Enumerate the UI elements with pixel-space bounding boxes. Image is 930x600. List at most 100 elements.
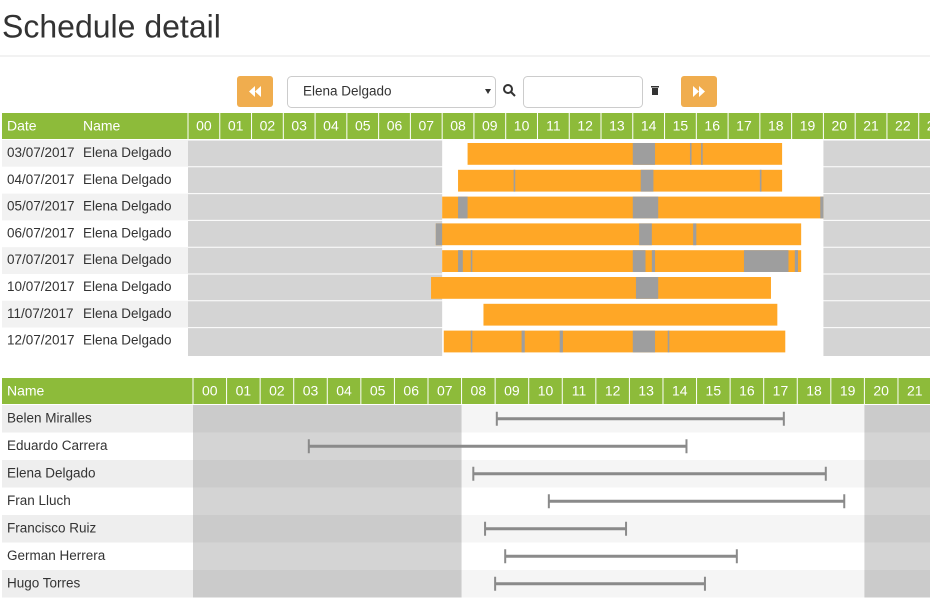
hour-label: 18 (806, 383, 822, 399)
break-bar (743, 250, 789, 272)
hour-label: 22 (895, 118, 911, 134)
break-bar (521, 330, 525, 353)
work-bar (431, 277, 771, 299)
hour-label: 14 (672, 383, 688, 399)
break-bar (639, 223, 652, 246)
row-bg (2, 327, 188, 355)
tables: Date Name 00 01 02 03 04 05 06 07 08 09 10 11 12 13 14 15… (2, 113, 930, 598)
hour-label: 03 (303, 383, 319, 399)
work-bar (442, 250, 802, 272)
hour-label: 10 (514, 118, 530, 134)
hour-label: 19 (840, 383, 856, 399)
row-bg (2, 193, 188, 221)
date-cell: 04/07/2017 (7, 172, 75, 187)
break-bar (458, 250, 463, 272)
hour-label: 20 (873, 383, 889, 399)
work-bar (458, 169, 783, 192)
hour-label: 07 (418, 118, 434, 134)
delete-icon[interactable] (651, 86, 659, 95)
date-cell: 11/07/2017 (7, 306, 74, 321)
name-cell: Elena Delgado (83, 279, 172, 294)
search-lens (503, 84, 513, 94)
break-bar (632, 250, 646, 272)
date-cell: 05/07/2017 (7, 199, 75, 214)
hour-label: 15 (673, 118, 689, 134)
name-cell: Elena Delgado (83, 145, 172, 160)
hour-label: 14 (641, 118, 657, 134)
hour-label: 04 (336, 383, 352, 399)
name-cell: Elena Delgado (83, 252, 172, 267)
row-bg (2, 405, 193, 433)
work-bar (483, 303, 778, 326)
header-row (2, 113, 930, 139)
hour-label: 13 (609, 118, 625, 134)
work-bar (467, 143, 783, 165)
break-bar (458, 196, 468, 219)
name-cell: Elena Delgado (83, 172, 172, 187)
break-bar (632, 196, 659, 219)
name-cell: Eduardo Carrera (7, 438, 108, 453)
hour-label: 08 (471, 383, 487, 399)
hour-label: 12 (605, 383, 621, 399)
hour-label: 09 (504, 383, 520, 399)
work-bar (443, 330, 786, 353)
break-bar (640, 169, 654, 192)
hour-label: 02 (260, 118, 276, 134)
hour-label: 06 (387, 118, 403, 134)
select-value: Elena Delgado (303, 84, 392, 99)
name-cell: Belen Miralles (7, 410, 92, 425)
break-bar (632, 330, 656, 353)
date-cell: 07/07/2017 (7, 252, 75, 267)
name-cell: Elena Delgado (83, 333, 172, 348)
employee-select[interactable]: Elena Delgado (287, 76, 496, 108)
name-cell: Elena Delgado (7, 465, 96, 480)
hour-label: 18 (768, 118, 784, 134)
break-bar (435, 223, 443, 246)
search-icon[interactable] (503, 84, 516, 97)
column-header: Name (7, 383, 45, 399)
break-bar (632, 143, 656, 165)
hour-label: 10 (538, 383, 554, 399)
hour-label: 05 (355, 118, 371, 134)
hour-label: 09 (482, 118, 498, 134)
hour-label: 16 (704, 118, 720, 134)
hour-label: 11 (546, 118, 561, 134)
hour-label: 16 (739, 383, 755, 399)
row-bg (2, 542, 193, 570)
hour-label: 17 (773, 383, 789, 399)
next-button[interactable] (681, 76, 717, 107)
break-bar (635, 277, 659, 299)
daily-table: Date Name 00 01 02 03 04 05 06 07 08 09 10 11 12 13 14 15… (2, 113, 930, 356)
prev-button[interactable] (237, 76, 273, 107)
hour-label: 06 (403, 383, 419, 399)
search-input[interactable] (523, 76, 643, 108)
hour-label: 23 (927, 118, 930, 134)
name-cell: Francisco Ruiz (7, 520, 97, 535)
name-cell: Fran Lluch (7, 493, 71, 508)
hour-label: 00 (196, 118, 212, 134)
hour-label: 02 (269, 383, 285, 399)
break-bar (759, 169, 762, 192)
break-bar (513, 169, 516, 192)
row-bg (2, 432, 193, 460)
row-bg (2, 220, 188, 248)
trash-body (652, 88, 658, 95)
break-bar (470, 250, 473, 272)
date-cell: 12/07/2017 (7, 333, 75, 348)
header-row (2, 378, 930, 404)
row-bg (2, 570, 193, 598)
select-caret (485, 89, 491, 94)
hour-label: 03 (291, 118, 307, 134)
row-bg (2, 460, 193, 488)
break-bar (559, 330, 563, 353)
hour-label: 01 (236, 383, 252, 399)
break-bar (820, 196, 824, 219)
hour-label: 12 (577, 118, 593, 134)
break-bar (701, 143, 703, 165)
hour-label: 21 (863, 118, 879, 134)
date-cell: 03/07/2017 (7, 145, 75, 160)
hour-label: 01 (228, 118, 244, 134)
break-bar (651, 250, 656, 272)
break-bar (667, 330, 670, 353)
next-icon (693, 86, 705, 97)
